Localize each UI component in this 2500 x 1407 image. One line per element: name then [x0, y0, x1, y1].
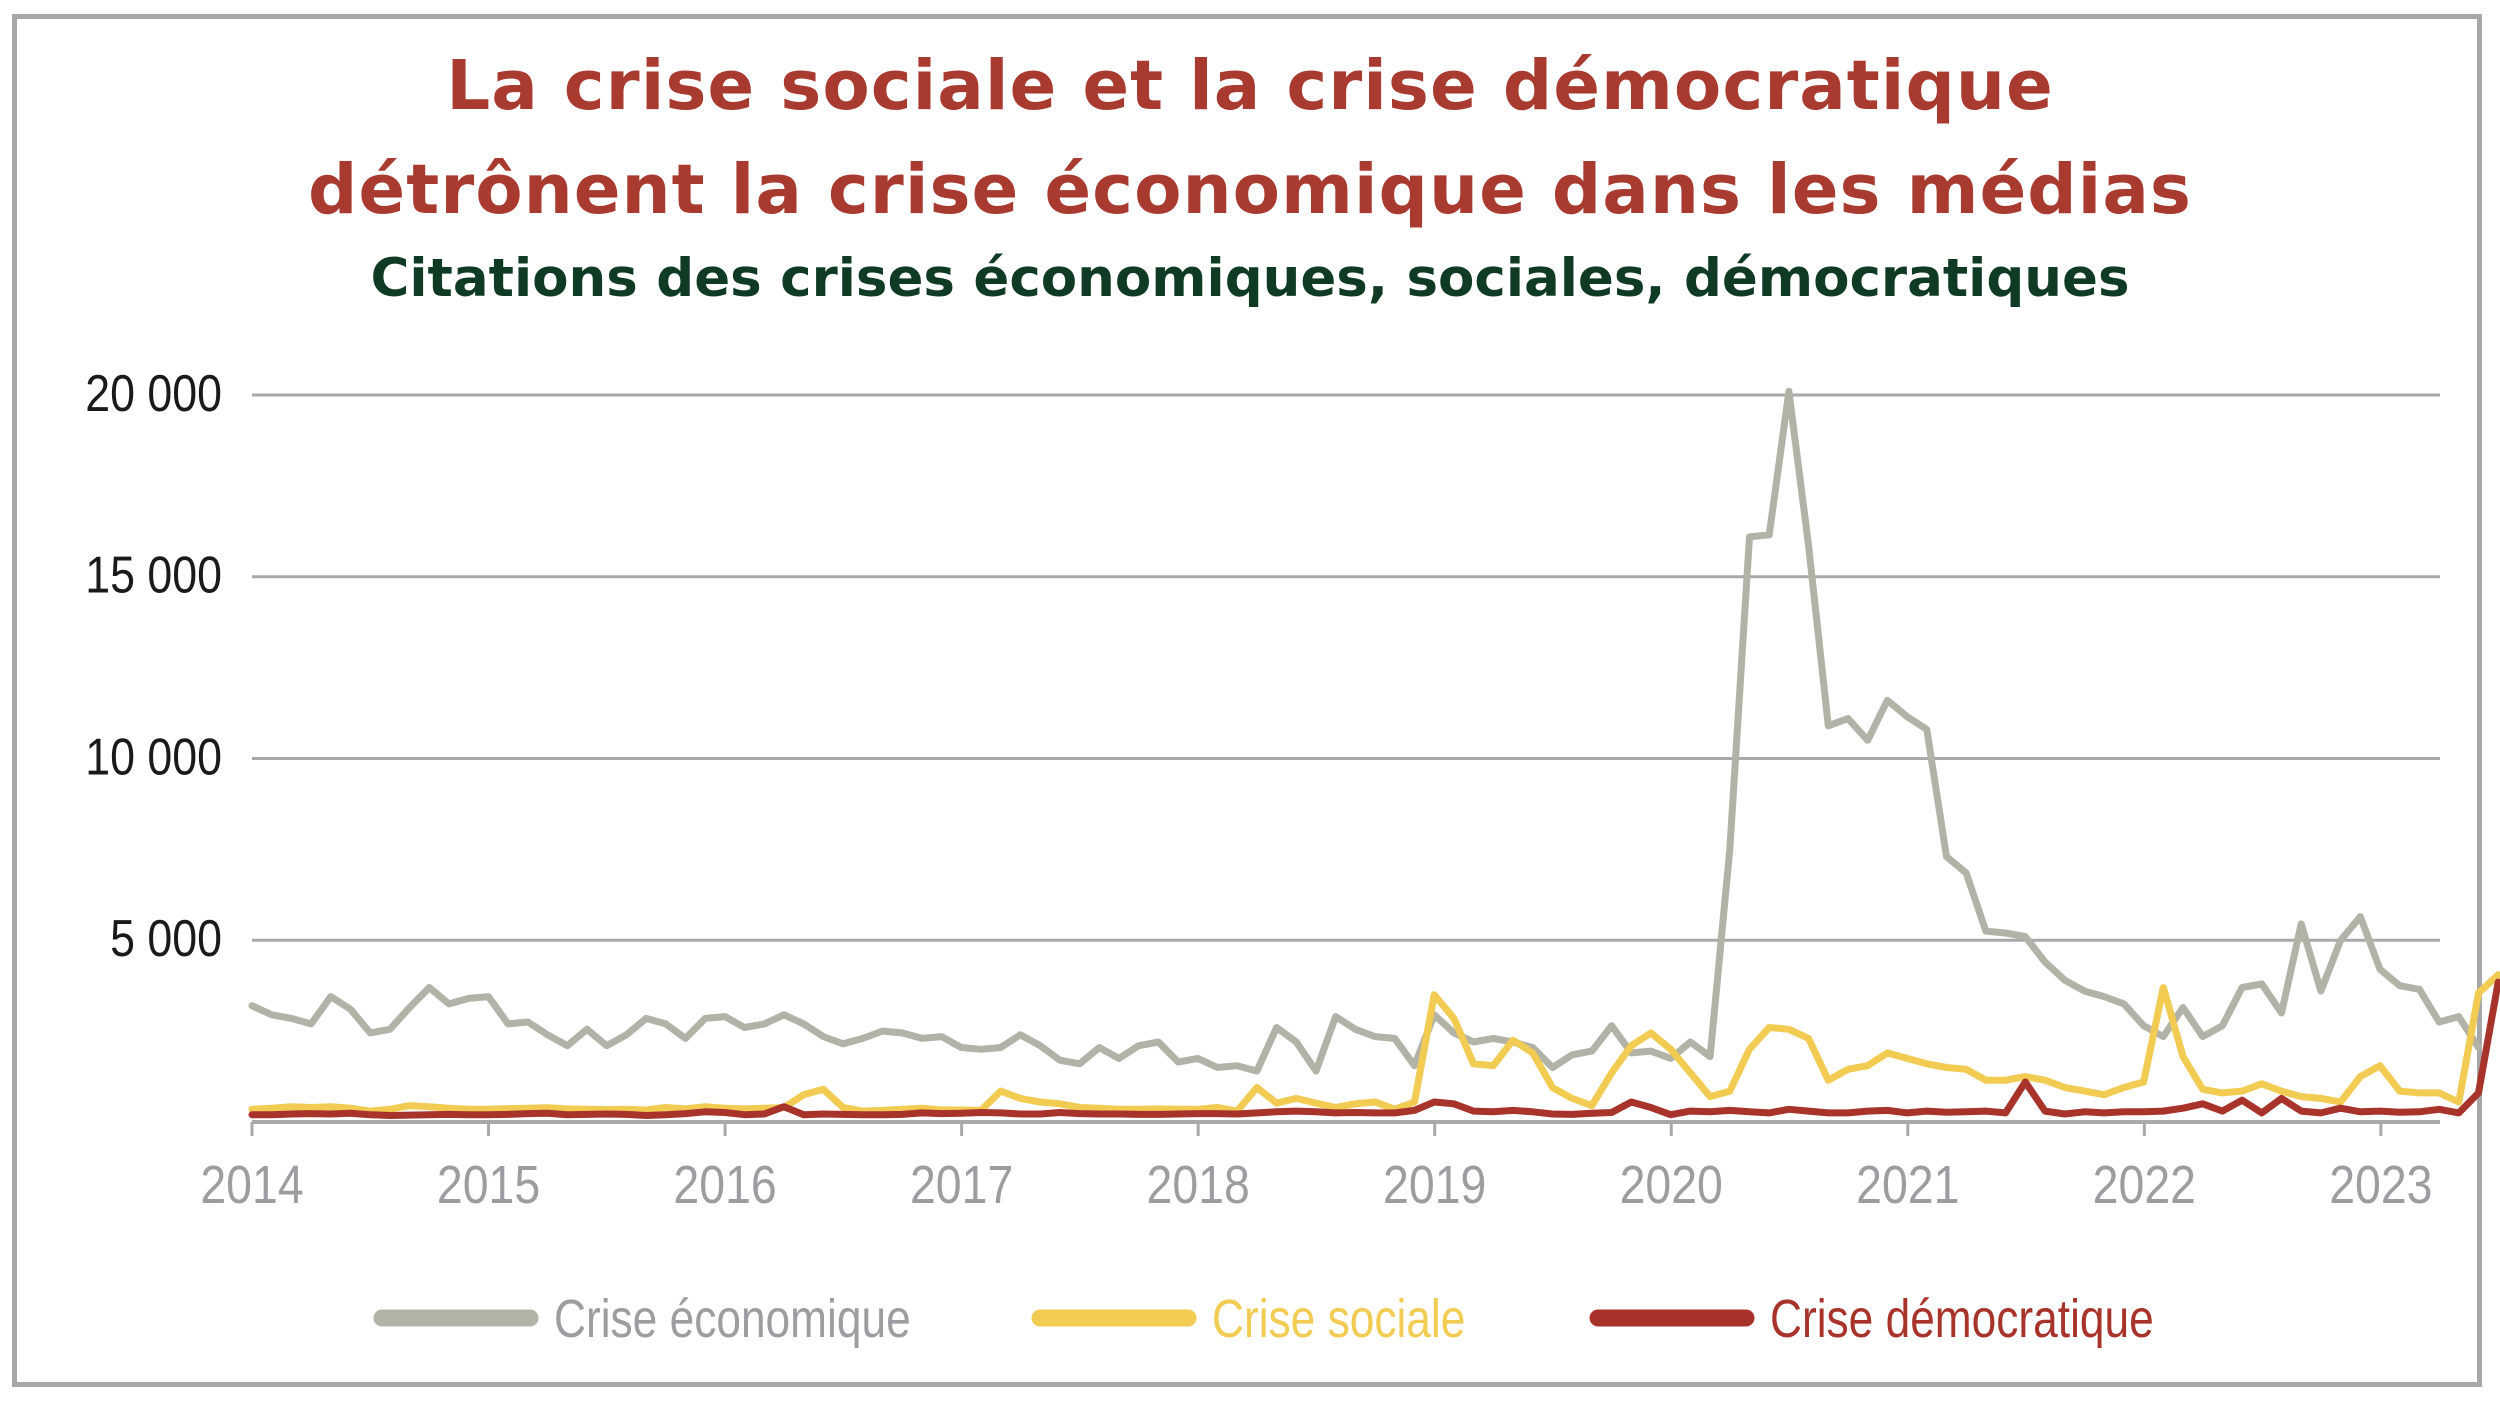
x-tick-label: 2019 — [1383, 1154, 1486, 1215]
y-axis: 5 000 10 000 15 000 20 000 — [85, 365, 222, 968]
y-tick-label: 10 000 — [85, 728, 222, 786]
series-line-3 — [248, 978, 2500, 1119]
series-line-1 — [248, 387, 2482, 1075]
x-tick-label: 2020 — [1620, 1154, 1723, 1215]
y-tick-label: 20 000 — [85, 365, 222, 423]
x-axis: 2014 2015 2016 2017 2018 2019 2020 2021 2022 2023 — [200, 1122, 2433, 1215]
chart-title-line-1: La crise sociale et la crise démocratiqu… — [446, 46, 2054, 126]
x-tick-label: 2014 — [200, 1154, 303, 1215]
x-tick-label: 2023 — [2329, 1154, 2432, 1215]
x-tick-label: 2016 — [673, 1154, 776, 1215]
chart-title-line-2: détrônent la crise économique dans les m… — [308, 150, 2192, 230]
x-tick-label: 2018 — [1147, 1154, 1250, 1215]
y-tick-label: 15 000 — [85, 547, 222, 605]
grid-layer — [252, 393, 2440, 1124]
x-tick-label: 2021 — [1856, 1154, 1959, 1215]
y-tick-label: 5 000 — [110, 910, 222, 968]
legend: Crise économique Crise sociale Crise démoc… — [373, 1289, 2154, 1349]
series-layer — [248, 387, 2500, 1119]
x-tick-label: 2015 — [437, 1154, 540, 1215]
x-tick-label: 2017 — [910, 1154, 1013, 1215]
chart-frame — [12, 14, 2482, 1387]
series-line-2 — [248, 971, 2500, 1115]
legend-label: Crise économique — [554, 1289, 911, 1349]
x-tick-label: 2022 — [2093, 1154, 2196, 1215]
legend-label: Crise sociale — [1212, 1289, 1465, 1349]
legend-label: Crise démocratique — [1770, 1289, 2154, 1349]
chart-subtitle: Citations des crises économiques, social… — [370, 248, 2130, 309]
